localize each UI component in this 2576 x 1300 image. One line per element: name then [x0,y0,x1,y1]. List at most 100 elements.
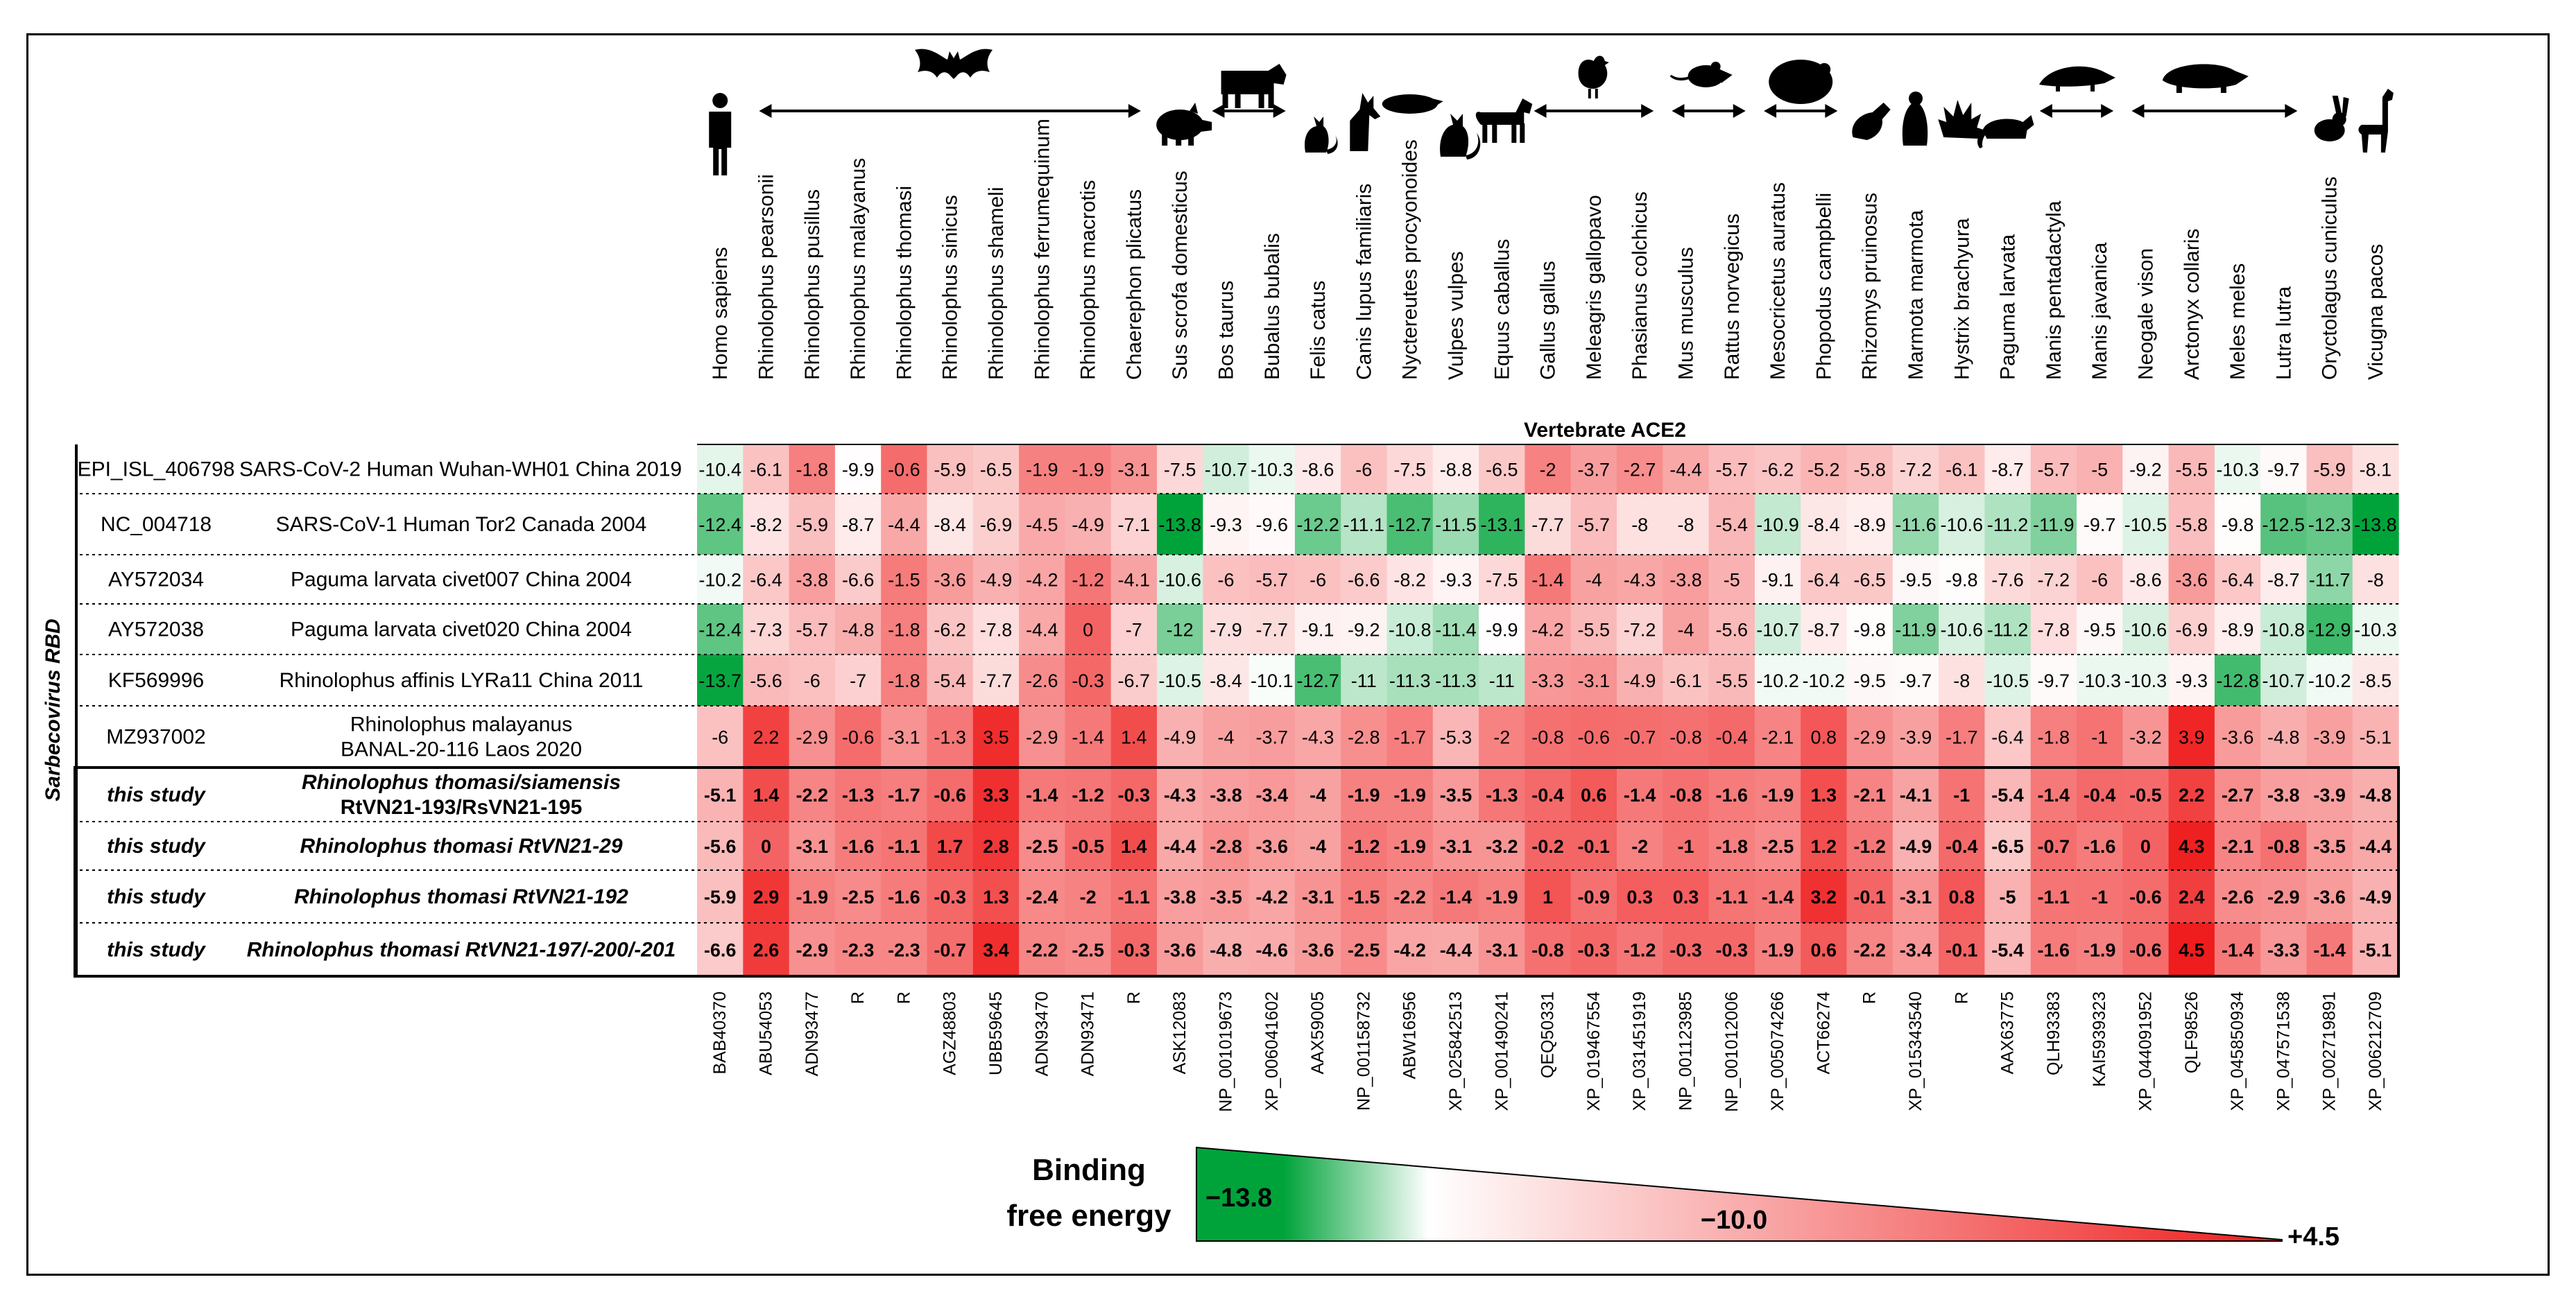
cell-value-label: 1.2 [1811,836,1837,857]
cell-value-label: -6.1 [1946,460,1978,480]
heatmap-cell [1248,870,1296,923]
cell-value-label: -9.3 [2176,670,2208,691]
heatmap-cell [1386,923,1434,976]
column-species-label: Mesocricetus auratus [1767,182,1789,380]
cell-value-label: -2.9 [2267,887,2300,908]
cell-value-label: -5 [2091,460,2108,480]
cell-value-label: 3.9 [2179,727,2205,748]
heatmap-cell [834,923,882,976]
row-name-label: Rhinolophus thomasi/siamensis [302,771,621,794]
heatmap-cell [697,444,744,494]
heatmap-cell [789,923,836,976]
heatmap-cell [1754,706,1801,768]
cell-value-label: -11.5 [1435,514,1477,535]
cell-value-label: -9.5 [1900,570,1932,591]
heatmap-cell [1984,706,2032,768]
heatmap-cell [834,768,882,822]
cell-value-label: -8.4 [1808,514,1840,535]
legend-max-label: +4.5 [2287,1222,2339,1251]
column-species-label: Homo sapiens [709,247,732,380]
cell-value-label: -1.1 [2038,887,2070,908]
cell-value-label: -6.4 [750,570,782,591]
heatmap-cell [1892,655,1939,706]
cell-value-label: 2.2 [2179,785,2205,806]
heatmap-cell [1341,655,1388,706]
bird-icon [1578,55,1609,98]
cell-value-label: -7.2 [1624,620,1656,641]
heatmap-cell [2306,444,2353,494]
heatmap-cell [2122,444,2170,494]
cell-value-label: -3.1 [1486,940,1518,961]
cell-value-label: -3.1 [1900,887,1932,908]
heatmap-cell [1846,444,1894,494]
heatmap-cell [2030,706,2077,768]
column-accession-label: QLF98526 [2182,991,2201,1073]
heatmap-cell [789,822,836,870]
cell-value-label: -6 [1217,570,1234,591]
heatmap-cell [1065,655,1112,706]
column-accession-label: XP_045850934 [2228,991,2247,1111]
column-species-label: Meles meles [2226,263,2249,380]
column-accession-label: XP_001490241 [1492,991,1511,1111]
group-arrows [759,104,2298,118]
heatmap-cell [1294,555,1341,604]
heatmap-cell [2168,655,2215,706]
legend-title-line2: free energy [1006,1199,1171,1233]
heatmap-cell [1248,822,1296,870]
heatmap-cell [881,706,928,768]
cell-value-label: -0.4 [1531,785,1564,806]
cell-value-label: -4.9 [1900,836,1932,857]
heatmap-cell [1892,494,1939,555]
column-species-label: Rhinolophus pusillus [801,189,824,380]
cell-value-label: -6.9 [980,514,1013,535]
cell-value-label: -6.4 [2222,570,2254,591]
column-accession-label: R [1124,991,1144,1004]
cell-value-label: -9.5 [2084,620,2116,641]
cell-value-label: -10.7 [1205,460,1248,480]
heatmap-cell [1479,822,1525,870]
column-species-label: Chaerephon plicatus [1123,189,1146,380]
cell-value-label: -3.4 [1900,940,1932,961]
cell-value-label: -1.6 [842,836,875,857]
heatmap-cell [1984,822,2032,870]
heatmap-cell [881,822,928,870]
heatmap-cell [697,923,744,976]
cell-value-label: -1.7 [888,785,920,806]
cell-value-label: -2.9 [796,727,829,748]
cell-value-label: -1.4 [1531,570,1564,591]
cell-value-label: -11.9 [2033,514,2075,535]
column-accession-label: BAB40370 [710,991,730,1075]
heatmap-cell [1432,655,1479,706]
heatmap-cell [1570,494,1617,555]
heatmap-cell [1248,768,1296,822]
row-name-label: Rhinolophus affinis LYRa11 China 2011 [280,669,644,692]
cell-value-label: -6 [1355,460,1372,480]
row-id-label: this study [107,885,206,908]
heatmap-cell [2030,768,2077,822]
heatmap-cell [1525,555,1572,604]
cell-value-label: -12.3 [2308,514,2351,535]
cell-value-label: -8.8 [1440,460,1472,480]
cell-value-label: -6.5 [1853,570,1886,591]
column-species-label: Phopodus campbelli [1812,193,1835,380]
row-name-label-line2: RtVN21-193/RsVN21-195 [341,796,583,819]
column-species-label: Bos taurus [1215,281,1238,380]
cell-value-label: -7.6 [1991,570,2024,591]
cell-value-label: -6.2 [1762,460,1794,480]
heatmap-cell [1110,706,1158,768]
cell-value-label: 3.5 [983,727,1009,748]
heatmap-cell [1110,822,1158,870]
cell-value-label: -8.7 [2267,570,2300,591]
heatmap-cell [743,444,790,494]
cell-value-label: -11 [1351,670,1377,691]
heatmap-cell [2168,768,2215,822]
cell-value-label: -5.6 [750,670,782,691]
cell-value-label: -6.2 [934,620,966,641]
column-accession-label: XP_015343540 [1906,991,1925,1111]
cell-value-label: -8 [1953,670,1970,691]
heatmap-cell [789,604,836,655]
column-accession-label: XP_044091952 [2136,991,2155,1111]
cell-value-label: -10.2 [1756,670,1799,691]
cell-value-label: -0.3 [1118,785,1151,806]
cell-value-label: -3.5 [1210,887,1242,908]
